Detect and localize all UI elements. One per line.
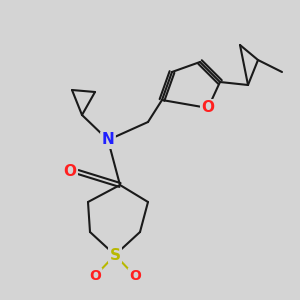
Text: O: O — [64, 164, 76, 179]
Text: S: S — [110, 248, 121, 262]
Text: O: O — [202, 100, 214, 116]
Text: O: O — [89, 269, 101, 283]
Text: N: N — [102, 133, 114, 148]
Text: O: O — [129, 269, 141, 283]
